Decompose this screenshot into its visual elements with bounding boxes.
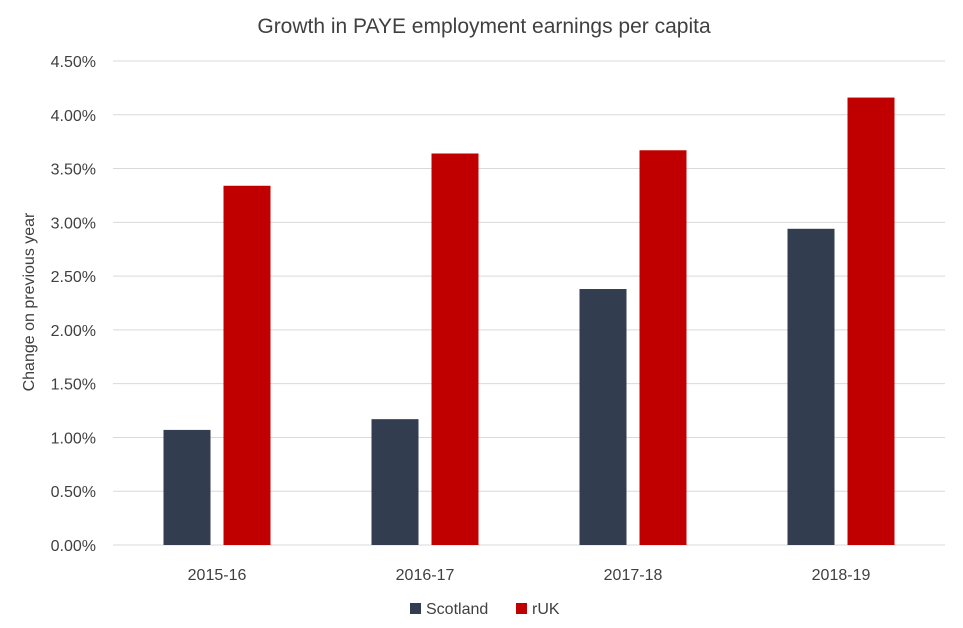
bars: [163, 97, 895, 546]
bar-scotland-2016-17: [371, 419, 419, 545]
legend-label-ruk: rUK: [532, 601, 560, 618]
bar-ruk-2016-17: [431, 153, 479, 545]
legend-label-scotland: Scotland: [426, 601, 488, 618]
legend-swatch-scotland: [410, 603, 421, 614]
x-axis-ticks: 2015-16 2016-17 2017-18 2018-19: [188, 567, 871, 584]
y-tick-label: 4.50%: [51, 54, 96, 71]
chart-title: Growth in PAYE employment earnings per c…: [257, 15, 711, 38]
y-tick-label: 2.50%: [51, 269, 96, 286]
y-tick-label: 3.00%: [51, 215, 96, 232]
y-tick-label: 2.00%: [51, 323, 96, 340]
x-tick-label: 2016-17: [396, 567, 455, 584]
y-tick-label: 0.50%: [51, 484, 96, 501]
bar-ruk-2017-18: [639, 150, 687, 545]
legend: Scotland rUK: [410, 601, 560, 618]
y-tick-label: 4.00%: [51, 108, 96, 125]
y-axis-ticks: 0.00% 0.50% 1.00% 1.50% 2.00% 2.50% 3.00% 3.50%…: [51, 54, 96, 555]
y-axis-label: Change on previous year: [21, 212, 38, 391]
y-tick-label: 0.00%: [51, 538, 96, 555]
bar-ruk-2015-16: [223, 185, 271, 545]
y-tick-label: 3.50%: [51, 162, 96, 179]
y-tick-label: 1.00%: [51, 430, 96, 447]
bar-ruk-2018-19: [847, 97, 895, 546]
bar-scotland-2015-16: [163, 429, 211, 545]
legend-swatch-ruk: [516, 603, 527, 614]
x-tick-label: 2015-16: [188, 567, 247, 584]
x-tick-label: 2017-18: [604, 567, 663, 584]
bar-scotland-2017-18: [579, 289, 627, 545]
bar-scotland-2018-19: [787, 228, 835, 545]
x-tick-label: 2018-19: [812, 567, 871, 584]
y-tick-label: 1.50%: [51, 377, 96, 394]
